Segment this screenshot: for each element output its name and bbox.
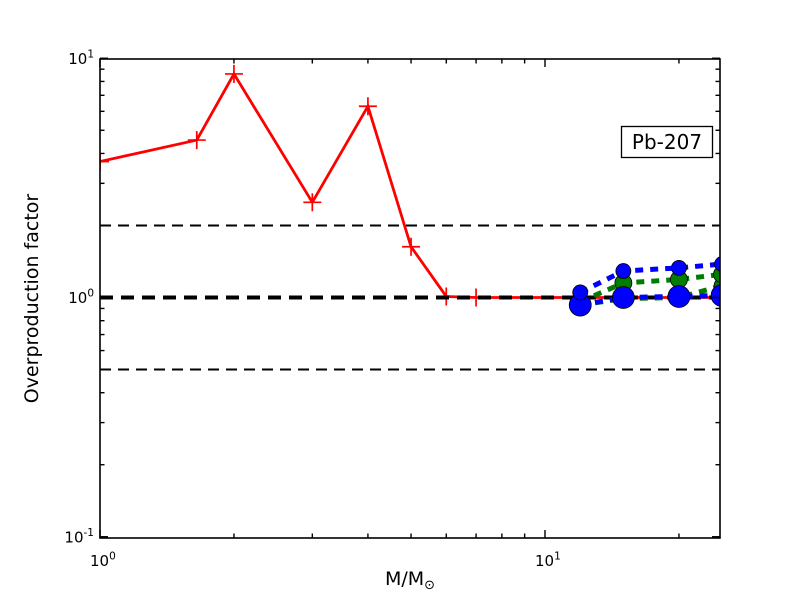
annotation: Pb-207	[620, 125, 714, 159]
x-tick-label: 101	[535, 551, 561, 571]
circle-marker	[572, 284, 589, 301]
circle-marker	[710, 284, 720, 307]
circle-marker	[667, 285, 691, 308]
massive-blue-dashed-lower-series	[568, 284, 720, 317]
dashed-line	[579, 272, 720, 305]
plus-marker	[187, 131, 206, 150]
plus-marker	[303, 193, 322, 212]
annotation-label: Pb-207	[632, 130, 702, 154]
y-axis-label: Overproduction factor	[21, 194, 43, 404]
y-tick-label: 10-1	[64, 527, 94, 547]
axis-spines	[99, 58, 721, 539]
annotation-box	[620, 125, 714, 159]
circle-marker	[611, 286, 635, 309]
circle-marker	[671, 259, 687, 276]
plus-marker	[100, 152, 109, 171]
dashed-line	[579, 261, 720, 295]
tick-marks	[99, 57, 720, 538]
plus-marker	[402, 237, 421, 256]
plus-marker	[358, 97, 377, 116]
massive-blue-dashed-upper-series	[572, 256, 720, 301]
circle-marker	[714, 256, 720, 272]
y-tick-label: 101	[68, 48, 94, 68]
y-tick-label: 100	[68, 288, 94, 308]
x-tick-label: 100	[90, 551, 116, 571]
circle-marker	[615, 263, 632, 279]
x-axis-label: M/M⊙	[385, 568, 435, 593]
plus-marker	[224, 64, 243, 83]
dashed-line	[579, 292, 720, 308]
plot-area	[100, 64, 720, 371]
